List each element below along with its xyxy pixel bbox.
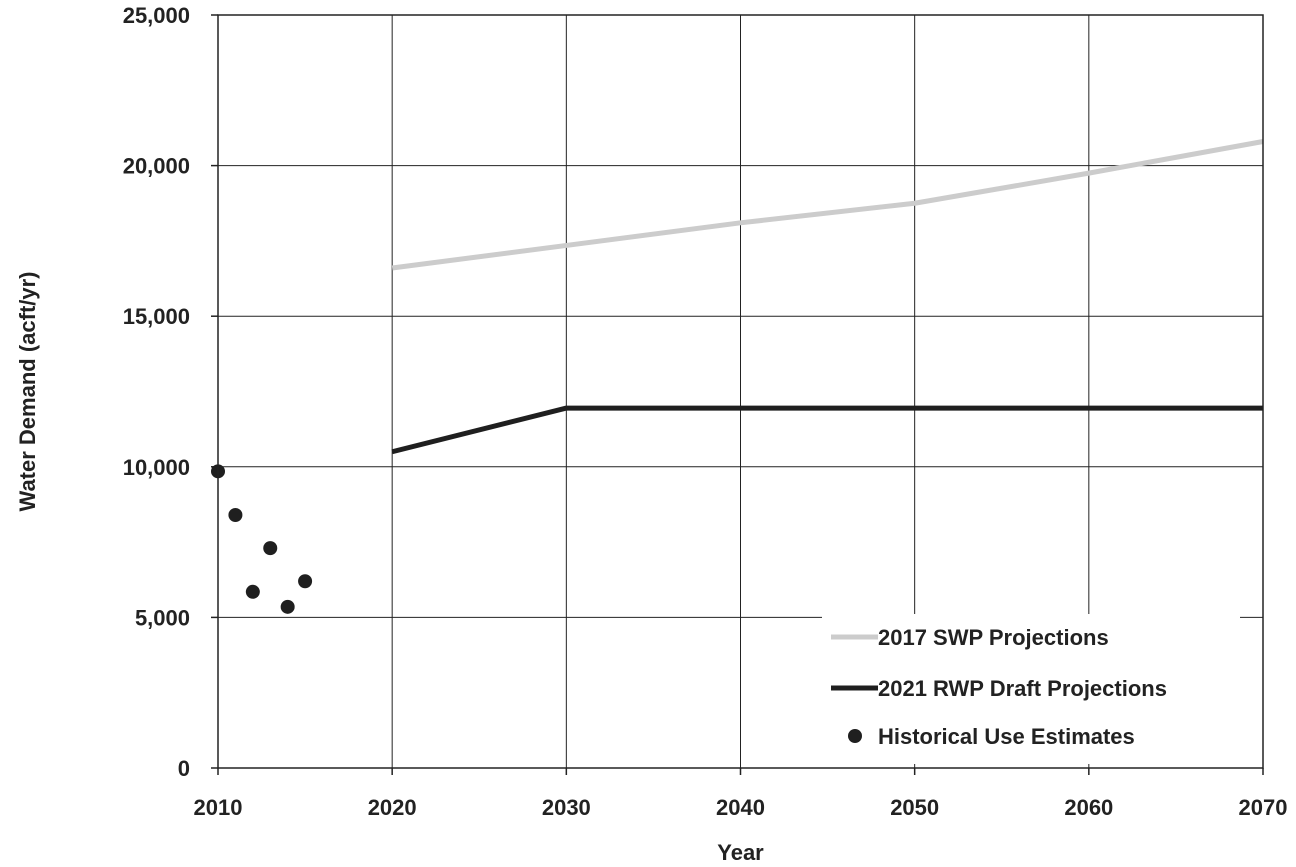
historical-point bbox=[280, 599, 295, 614]
historical-point bbox=[245, 584, 260, 599]
y-tick-label: 25,000 bbox=[123, 3, 190, 28]
x-tick-label: 2020 bbox=[368, 795, 417, 820]
legend: 2017 SWP Projections 2021 RWP Draft Proje… bbox=[831, 625, 1167, 749]
y-tick-label: 15,000 bbox=[123, 304, 190, 329]
historical-point bbox=[263, 541, 278, 556]
x-tick-label: 2060 bbox=[1064, 795, 1113, 820]
y-tick-label: 0 bbox=[178, 756, 190, 781]
plot-series bbox=[211, 139, 1264, 614]
legend-label: Historical Use Estimates bbox=[878, 724, 1135, 749]
rwp-2021-line bbox=[391, 405, 1263, 455]
legend-background bbox=[822, 614, 1240, 764]
legend-label: 2017 SWP Projections bbox=[878, 625, 1109, 650]
x-tick-label: 2040 bbox=[716, 795, 765, 820]
tick-labels: 2010 2020 2030 2040 2050 2060 2070 0 5,000 10,000… bbox=[123, 3, 1288, 820]
x-axis-title: Year bbox=[717, 840, 764, 865]
historical-point bbox=[228, 507, 243, 522]
x-tick-label: 2050 bbox=[890, 795, 939, 820]
x-tick-label: 2010 bbox=[194, 795, 243, 820]
plot-frame bbox=[217, 14, 1264, 769]
x-tick-label: 2070 bbox=[1239, 795, 1288, 820]
historical-point bbox=[298, 574, 313, 589]
swp-2017-line bbox=[391, 139, 1264, 271]
x-tick-label: 2030 bbox=[542, 795, 591, 820]
y-axis-title: Water Demand (acft/yr) bbox=[15, 271, 40, 511]
y-tick-label: 20,000 bbox=[123, 154, 190, 179]
legend-marker-swatch bbox=[848, 729, 862, 743]
y-tick-label: 10,000 bbox=[123, 455, 190, 480]
legend-label: 2021 RWP Draft Projections bbox=[878, 676, 1167, 701]
y-tick-label: 5,000 bbox=[135, 605, 190, 630]
